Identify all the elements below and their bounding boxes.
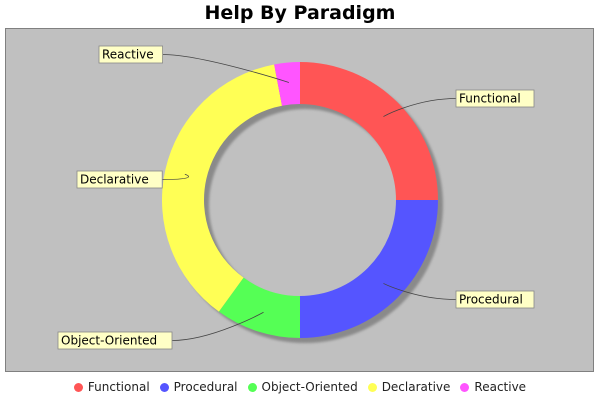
- slice-reactive[interactable]: [274, 62, 300, 106]
- legend: Functional Procedural Object-Oriented Decla…: [0, 380, 600, 394]
- slice-procedural[interactable]: [300, 200, 438, 338]
- legend-swatch: [159, 382, 169, 392]
- slice-label-functional: Functional: [383, 89, 535, 117]
- legend-label: Declarative: [381, 380, 451, 394]
- leader-line: [162, 173, 189, 180]
- legend-label: Object-Oriented: [261, 380, 358, 394]
- legend-label: Procedural: [173, 380, 238, 394]
- label-box: [76, 170, 163, 189]
- slice-label-object-oriented: Object-Oriented: [57, 311, 264, 350]
- legend-item-object-oriented[interactable]: Object-Oriented: [247, 380, 358, 394]
- slice-label-procedural: Procedural: [383, 283, 535, 309]
- legend-swatch: [367, 382, 377, 392]
- label-box: [98, 45, 163, 64]
- leader-line: [383, 98, 457, 117]
- legend-label: Reactive: [474, 380, 527, 394]
- label-text: Functional: [459, 92, 521, 106]
- chart-title: Help By Paradigm: [204, 2, 396, 24]
- legend-item-declarative[interactable]: Declarative: [367, 380, 451, 394]
- legend-item-functional[interactable]: Functional: [73, 380, 150, 394]
- leader-line: [383, 283, 457, 300]
- legend-item-reactive[interactable]: Reactive: [460, 380, 526, 394]
- slice-functional[interactable]: [300, 62, 438, 200]
- label-text: Declarative: [80, 173, 149, 187]
- label-box: [455, 290, 535, 309]
- slice-declarative[interactable]: [161, 64, 283, 312]
- slice-object-oriented[interactable]: [218, 277, 300, 338]
- label-box: [455, 89, 535, 108]
- label-text: Object-Oriented: [61, 334, 157, 348]
- legend-item-procedural[interactable]: Procedural: [159, 380, 238, 394]
- legend-label: Functional: [87, 380, 150, 394]
- slice-label-declarative: Declarative: [76, 170, 189, 189]
- label-text: Procedural: [459, 293, 523, 307]
- label-text: Reactive: [102, 48, 154, 62]
- legend-swatch: [460, 382, 470, 392]
- legend-swatch: [73, 382, 83, 392]
- leader-line: [162, 54, 290, 83]
- label-box: [57, 331, 173, 350]
- leader-line: [171, 311, 264, 341]
- legend-swatch: [247, 382, 257, 392]
- slice-label-reactive: Reactive: [98, 45, 290, 83]
